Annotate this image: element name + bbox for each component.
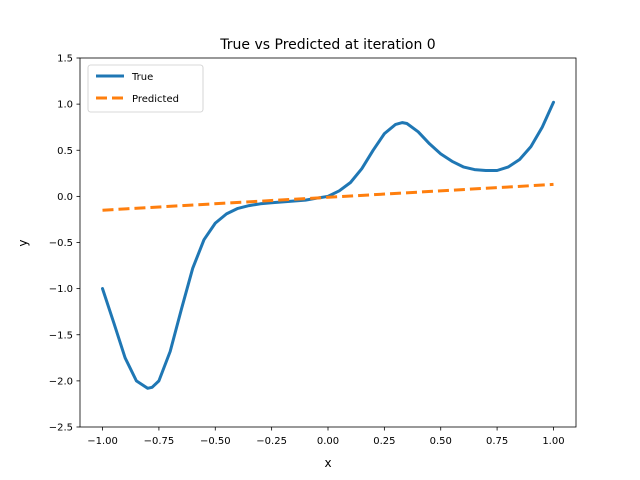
y-tick-label: 0.0 [57, 192, 73, 203]
y-tick-label: −1.5 [49, 330, 73, 341]
y-tick-label: 1.5 [57, 54, 73, 65]
y-tick-label: 0.5 [57, 146, 73, 157]
chart-title: True vs Predicted at iteration 0 [219, 37, 435, 53]
x-tick-label: −0.25 [256, 436, 287, 447]
x-tick-label: 0.75 [486, 436, 508, 447]
x-tick-label: −0.50 [200, 436, 231, 447]
legend: True Predicted [87, 64, 204, 113]
x-axis-label: x [324, 456, 331, 470]
series-layer [101, 100, 555, 390]
y-tick-label: −0.5 [49, 238, 73, 249]
x-tick-label: −0.75 [144, 436, 175, 447]
y-tick-label: −2.0 [49, 376, 73, 387]
plot-frame [79, 57, 577, 428]
series-line-predicted [102, 182, 554, 212]
y-axis-label: y [16, 239, 30, 246]
axes-layer: −1.00 −0.75 −0.50 −0.25 0.00 0.25 0.50 0.75 1.00… [49, 54, 577, 447]
legend-label-predicted: Predicted [132, 94, 179, 105]
y-tick-label: −1.0 [49, 284, 73, 295]
x-tick-label: 1.00 [542, 436, 564, 447]
x-tick-label: 0.00 [317, 436, 339, 447]
x-tick-label: 0.50 [430, 436, 452, 447]
y-tick-label: −2.5 [49, 423, 73, 434]
x-tick-label: 0.25 [373, 436, 395, 447]
legend-label-true: True [131, 72, 153, 83]
y-tick-label: 1.0 [57, 100, 73, 111]
x-tick-label: −1.00 [87, 436, 118, 447]
